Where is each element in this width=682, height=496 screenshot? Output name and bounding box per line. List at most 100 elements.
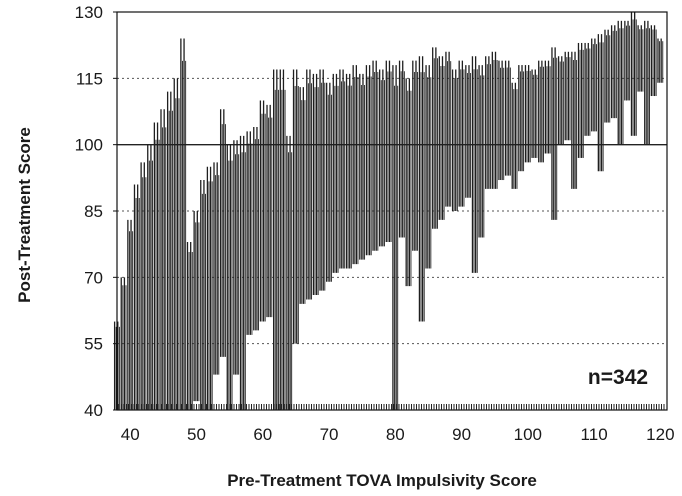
range-bar-group	[471, 56, 478, 273]
range-bar-group	[617, 20, 624, 145]
range-bar-group	[597, 34, 604, 172]
range-bar-group	[398, 60, 405, 238]
range-bar-group	[385, 60, 392, 242]
range-bar-group	[458, 60, 465, 207]
range-bar-group	[193, 211, 200, 402]
range-bar-group	[326, 82, 332, 282]
range-bar-group	[544, 60, 551, 154]
range-bar-group	[644, 20, 650, 145]
range-bar-group	[624, 20, 631, 101]
range-bar-group	[286, 135, 293, 410]
x-tick-label: 40	[121, 425, 140, 444]
range-bar-group	[213, 162, 220, 375]
range-bar-group	[352, 65, 359, 265]
y-tick-label: 55	[84, 335, 103, 354]
y-tick-label: 85	[84, 202, 103, 221]
range-bar-group	[180, 38, 187, 410]
range-bar-group	[339, 69, 346, 269]
range-bar-group	[246, 131, 253, 335]
range-bar-group	[610, 25, 617, 119]
range-bar-group	[637, 25, 644, 92]
chart-labels: 40 55 70 85 100 115 130 40 50 60 70 80 90 100 110 120 Pr…	[15, 3, 675, 490]
range-bar-group	[365, 65, 372, 256]
x-tick-label: 100	[514, 425, 542, 444]
range-bar-group	[200, 180, 206, 410]
range-bar-group	[266, 104, 273, 318]
range-bar-group	[206, 166, 213, 410]
range-bar-group	[630, 12, 637, 136]
range-bar-group	[491, 51, 498, 189]
range-bar-group	[332, 73, 339, 273]
x-tick-label: 80	[386, 425, 405, 444]
range-bar-group	[564, 51, 571, 141]
y-tick-label: 115	[76, 69, 103, 88]
range-bar-group	[173, 78, 180, 410]
range-bar-group	[451, 69, 458, 211]
range-bar-group	[133, 184, 140, 410]
range-bar-group	[557, 56, 564, 145]
range-bar-group	[538, 60, 544, 163]
range-bar-group	[279, 69, 286, 410]
range-bar-group	[253, 126, 259, 331]
range-bar-group	[239, 135, 246, 410]
range-bar-group	[306, 69, 312, 300]
range-bar-group	[425, 65, 432, 269]
x-tick-label: 90	[452, 425, 471, 444]
x-tick-label: 110	[581, 425, 608, 444]
range-bar-group	[272, 69, 279, 410]
y-tick-label: 100	[75, 136, 103, 155]
range-bar-group	[524, 65, 531, 163]
range-bar-group	[465, 65, 472, 198]
range-bar-group	[226, 144, 233, 410]
range-bar-group	[504, 60, 511, 176]
range-bar-group	[186, 241, 193, 410]
range-bar-group	[359, 73, 366, 260]
range-bar-group	[657, 38, 664, 83]
x-tick-label: 60	[253, 425, 272, 444]
range-bar-group	[345, 73, 352, 269]
range-bar-group	[153, 122, 160, 410]
axes	[113, 11, 668, 411]
range-bar-group	[405, 78, 412, 287]
range-bar-group	[166, 91, 173, 410]
y-tick-label: 40	[84, 401, 103, 420]
range-bar-group	[584, 42, 591, 136]
range-bar-group	[438, 56, 445, 220]
range-bar-group	[319, 69, 326, 291]
x-axis-rug	[118, 404, 665, 410]
range-bar-group	[372, 60, 379, 251]
x-tick-label: 70	[320, 425, 339, 444]
sample-size-annotation: n=342	[588, 366, 648, 389]
range-bar-group	[292, 69, 299, 344]
range-bars	[113, 12, 664, 410]
range-bar-group	[518, 65, 525, 172]
range-bar-group	[531, 69, 538, 158]
range-bar-group	[233, 140, 240, 375]
range-bar-group	[445, 51, 452, 207]
range-bar-group	[160, 109, 167, 410]
range-bar-group	[478, 65, 485, 238]
range-bar-group	[379, 69, 385, 247]
range-bar-group	[312, 73, 319, 296]
range-bar-group	[392, 65, 399, 410]
range-bar-group	[485, 56, 491, 189]
range-bar-group	[571, 51, 578, 189]
range-bar-group	[113, 321, 120, 410]
x-tick-label: 50	[187, 425, 206, 444]
range-bar-group	[498, 60, 505, 181]
range-bar-group	[259, 100, 266, 322]
range-bar-group	[604, 29, 611, 123]
y-tick-label: 130	[75, 3, 103, 22]
range-bar-group	[299, 87, 306, 304]
range-bar-group	[140, 162, 147, 410]
y-axis-title: Post-Treatment Score	[15, 127, 34, 303]
range-bar-group	[120, 277, 127, 410]
range-bar-group	[591, 38, 597, 132]
range-bar-group	[418, 56, 425, 322]
range-bar-group	[650, 25, 657, 97]
range-bar-group	[511, 82, 518, 189]
range-bar-group	[219, 109, 226, 357]
range-bar-group	[147, 144, 153, 410]
